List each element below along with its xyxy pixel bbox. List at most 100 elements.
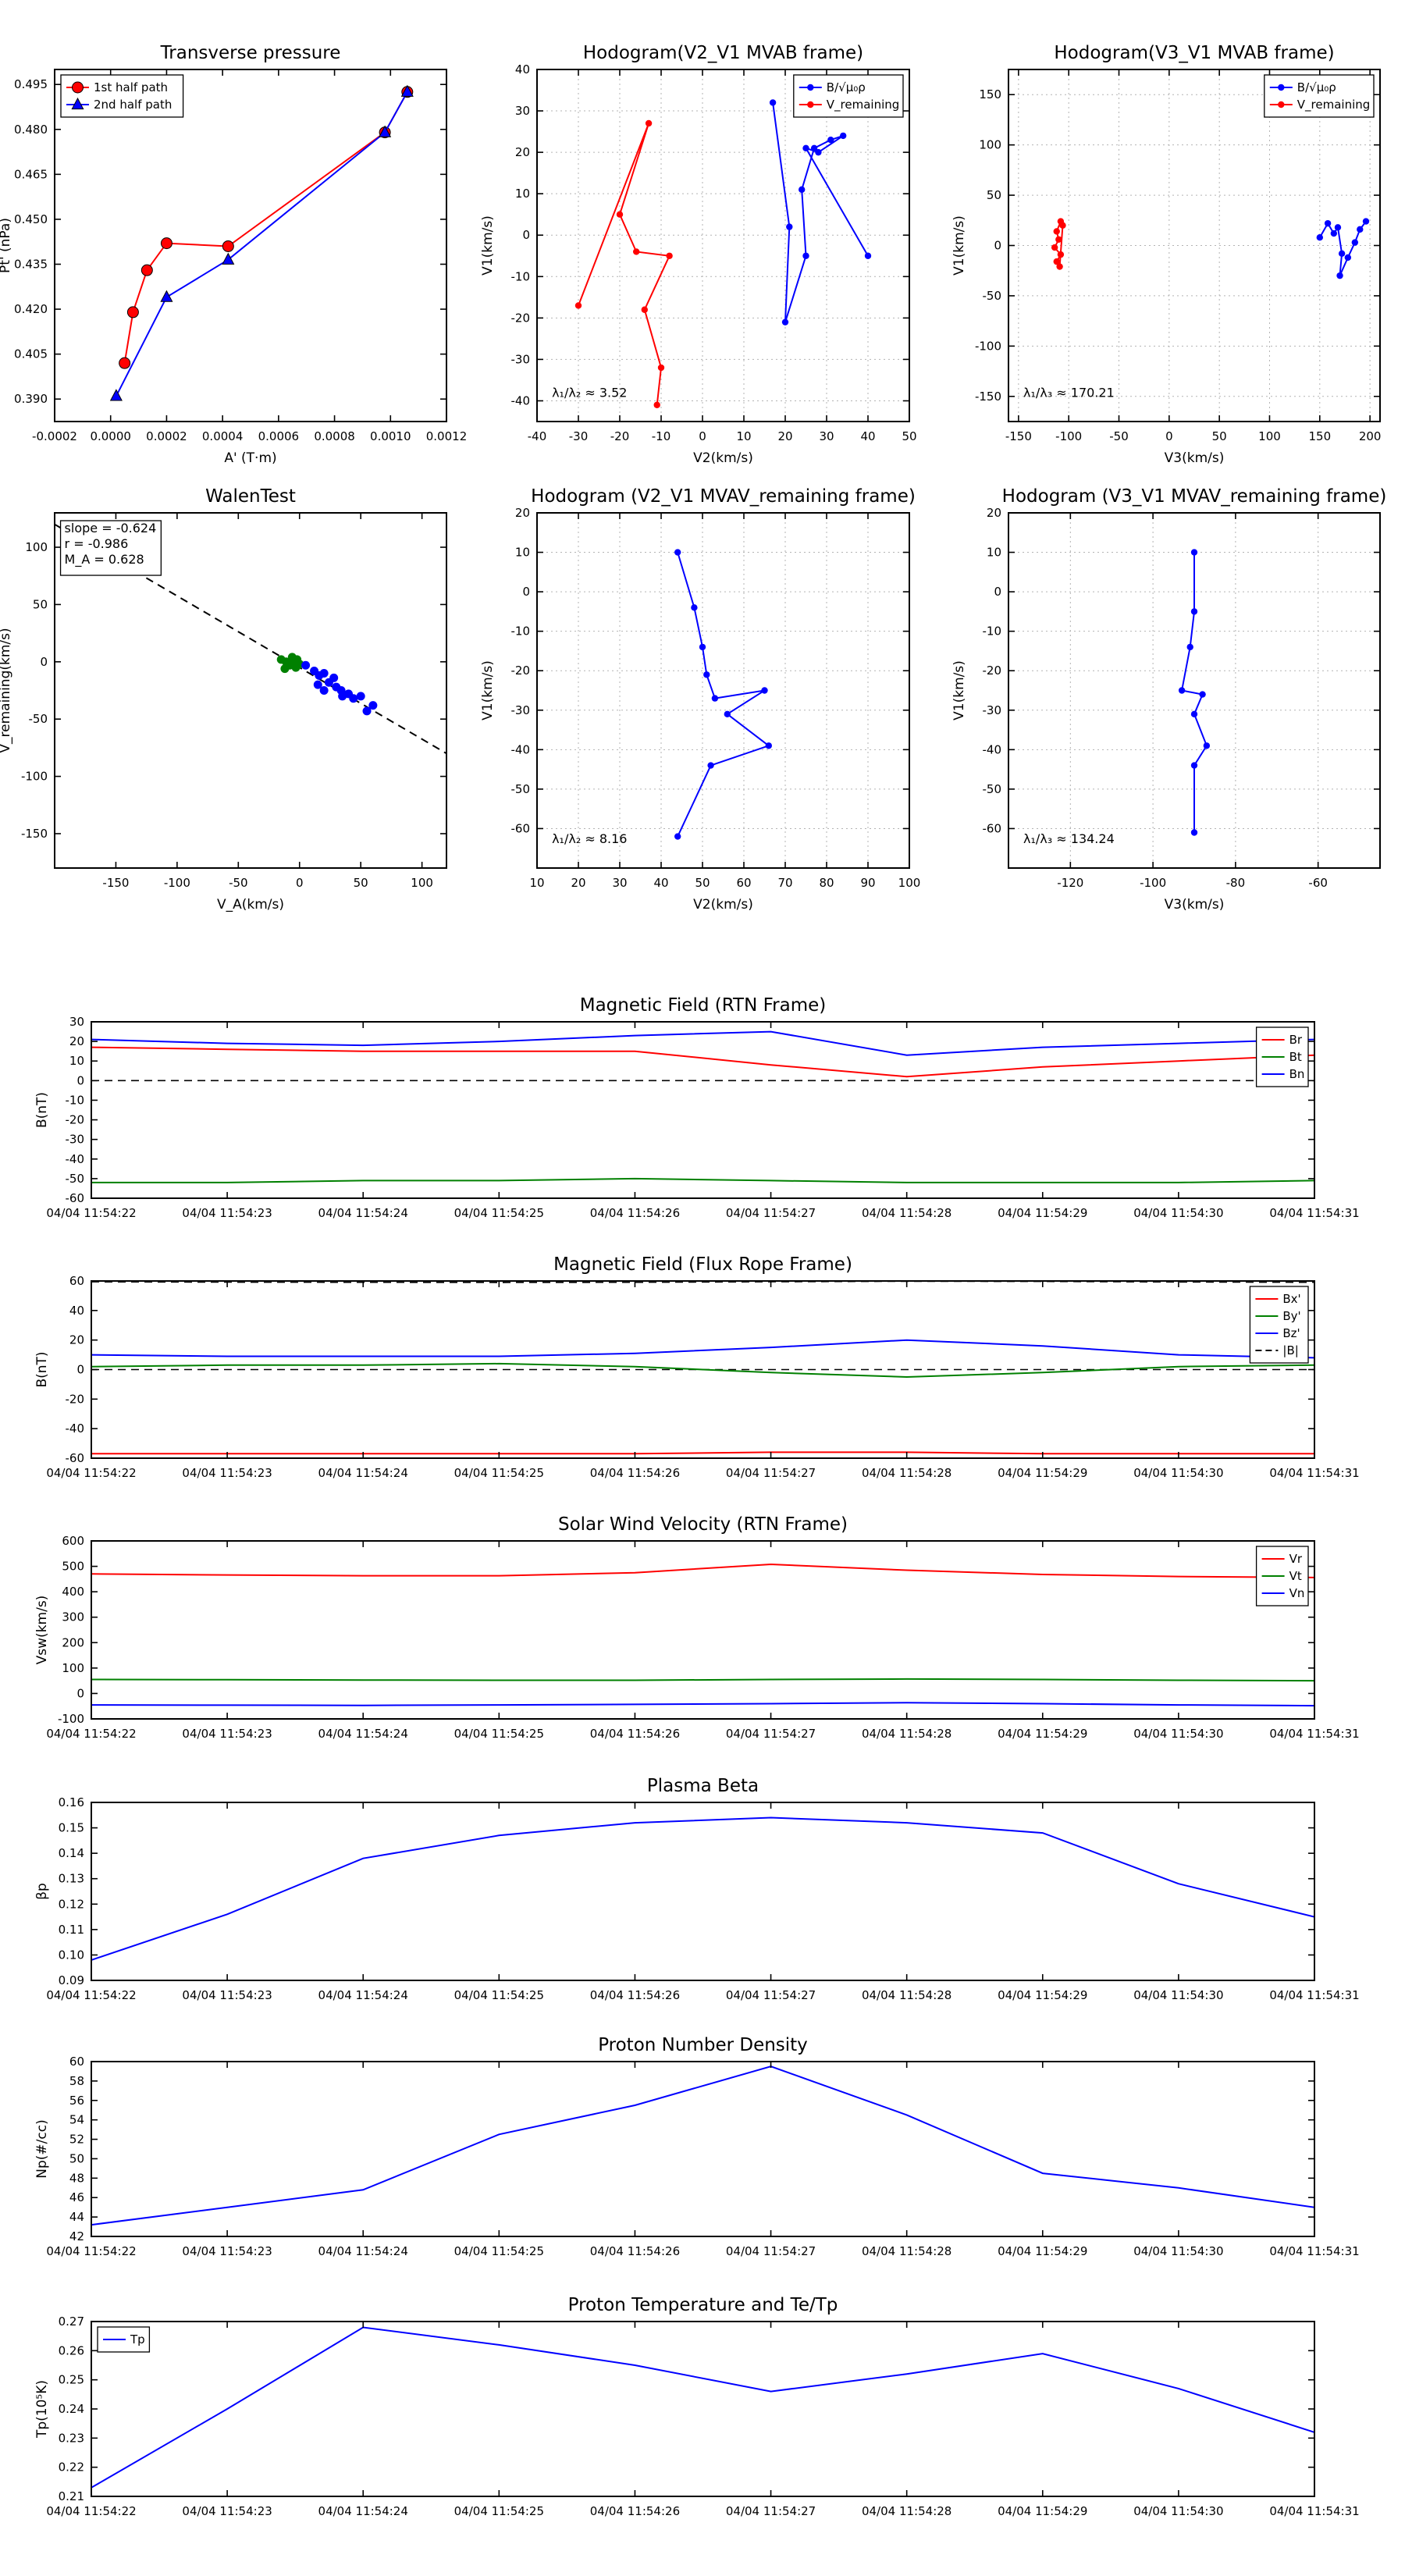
axes-frame bbox=[91, 1021, 1315, 1199]
svg-text:Vn: Vn bbox=[1289, 1586, 1305, 1600]
svg-text:04/04 11:54:23: 04/04 11:54:23 bbox=[182, 2504, 272, 2518]
svg-text:100: 100 bbox=[979, 138, 1001, 152]
svg-text:2nd half path: 2nd half path bbox=[94, 98, 172, 112]
svg-text:04/04 11:54:22: 04/04 11:54:22 bbox=[46, 2504, 136, 2518]
svg-text:-100: -100 bbox=[164, 876, 190, 890]
svg-text:100: 100 bbox=[1258, 429, 1281, 443]
plot-background bbox=[91, 1802, 1314, 1980]
svg-text:04/04 11:54:23: 04/04 11:54:23 bbox=[182, 1988, 272, 2002]
svg-text:04/04 11:54:26: 04/04 11:54:26 bbox=[590, 1206, 680, 1220]
svg-text:60: 60 bbox=[69, 2055, 84, 2069]
axis-ticks bbox=[536, 512, 910, 868]
panel-walen-test: -150 -100 -50 0 50 100 -150 -100 -50 0 50 100 WalenT… bbox=[0, 486, 447, 913]
x-tick-labels: 04/04 11:54:22 04/04 11:54:23 04/04 11:54:… bbox=[46, 2504, 1359, 2518]
legend: B/√μ₀ρ V_remaining bbox=[1264, 74, 1375, 118]
svg-text:04/04 11:54:22: 04/04 11:54:22 bbox=[46, 1727, 136, 1741]
svg-text:04/04 11:54:22: 04/04 11:54:22 bbox=[46, 1206, 136, 1220]
svg-text:-30: -30 bbox=[511, 352, 531, 366]
svg-text:40: 40 bbox=[69, 1304, 84, 1318]
series-tp bbox=[91, 2326, 1314, 2489]
svg-text:0: 0 bbox=[699, 429, 706, 443]
svg-text:λ₁/λ₂ ≈ 3.52: λ₁/λ₂ ≈ 3.52 bbox=[552, 385, 627, 400]
svg-text:-30: -30 bbox=[983, 703, 1002, 717]
svg-text:52: 52 bbox=[69, 2133, 84, 2147]
axes-frame bbox=[91, 1802, 1315, 1981]
svg-text:-60: -60 bbox=[1308, 876, 1328, 890]
svg-text:-60: -60 bbox=[66, 1451, 85, 1465]
svg-text:0.11: 0.11 bbox=[59, 1923, 84, 1937]
svg-text:0.0008: 0.0008 bbox=[314, 429, 355, 443]
y-axis-label: V1(km/s) bbox=[480, 660, 496, 720]
axis-ticks bbox=[1008, 512, 1380, 868]
svg-text:Vr: Vr bbox=[1289, 1552, 1303, 1566]
axis-ticks bbox=[1008, 69, 1380, 422]
panel-title: WalenTest bbox=[205, 486, 296, 507]
x-tick-labels: 04/04 11:54:22 04/04 11:54:23 04/04 11:54:… bbox=[46, 1727, 1359, 1741]
svg-text:-50: -50 bbox=[229, 876, 248, 890]
svg-text:-120: -120 bbox=[1057, 876, 1083, 890]
svg-text:04/04 11:54:26: 04/04 11:54:26 bbox=[590, 2504, 680, 2518]
axis-ticks bbox=[536, 69, 910, 422]
svg-text:04/04 11:54:23: 04/04 11:54:23 bbox=[182, 1206, 272, 1220]
axes-frame bbox=[54, 69, 447, 422]
grid-lines bbox=[1008, 512, 1380, 868]
svg-text:04/04 11:54:30: 04/04 11:54:30 bbox=[1133, 1466, 1223, 1480]
svg-text:0: 0 bbox=[40, 655, 48, 669]
svg-text:Bn: Bn bbox=[1289, 1067, 1305, 1081]
svg-text:0.09: 0.09 bbox=[59, 1973, 84, 1987]
svg-text:04/04 11:54:28: 04/04 11:54:28 bbox=[862, 2244, 951, 2258]
svg-text:-20: -20 bbox=[511, 664, 531, 678]
svg-text:By': By' bbox=[1282, 1309, 1300, 1323]
panel-hodogram-v3v1-mvav: -120 -100 -80 -60-60-50-40-30-20-1001020Hod… bbox=[951, 486, 1386, 913]
svg-text:-50: -50 bbox=[29, 712, 48, 726]
axis-ticks bbox=[91, 2061, 1315, 2237]
axes-frame bbox=[91, 2061, 1315, 2237]
svg-text:04/04 11:54:28: 04/04 11:54:28 bbox=[862, 2504, 951, 2518]
x-tick-labels: -150 -100 -50 0 50 100 bbox=[102, 876, 433, 890]
svg-text:-150: -150 bbox=[975, 390, 1001, 404]
svg-text:04/04 11:54:31: 04/04 11:54:31 bbox=[1269, 1988, 1359, 2002]
legend: Br Bt Bn bbox=[1255, 1026, 1309, 1087]
svg-text:30: 30 bbox=[819, 429, 834, 443]
svg-text:-10: -10 bbox=[511, 269, 531, 283]
svg-text:0: 0 bbox=[994, 585, 1001, 599]
svg-text:100: 100 bbox=[25, 540, 48, 554]
svg-text:0.0006: 0.0006 bbox=[258, 429, 300, 443]
legend: Vr Vt Vn bbox=[1255, 1546, 1309, 1606]
svg-text:0.27: 0.27 bbox=[59, 2314, 84, 2329]
panel-title: Plasma Beta bbox=[647, 1776, 759, 1796]
axis-ticks bbox=[91, 1280, 1315, 1459]
svg-text:04/04 11:54:29: 04/04 11:54:29 bbox=[998, 2244, 1087, 2258]
y-tick-labels: -60 -50 -40 -30 -20 -10 0 10 20 bbox=[983, 506, 1002, 835]
series-area bbox=[1051, 218, 1370, 279]
svg-text:100: 100 bbox=[411, 876, 433, 890]
series-|b| bbox=[91, 1281, 1314, 1283]
panel-transverse-pressure: -0.0002 0.0000 0.0002 0.0004 0.0006 0.0008 0.0… bbox=[0, 43, 467, 466]
annotation: λ₁/λ₂ ≈ 8.16 bbox=[552, 831, 627, 846]
series-b- bbox=[769, 99, 872, 326]
y-tick-labels: 0.21 0.22 0.23 0.24 0.25 0.26 0.27 bbox=[59, 2314, 84, 2503]
svg-text:0: 0 bbox=[76, 1363, 84, 1377]
series-area bbox=[109, 84, 414, 401]
series-area bbox=[91, 1563, 1314, 1707]
y-axis-label: Pt' (nPa) bbox=[0, 218, 13, 273]
svg-text:0.23: 0.23 bbox=[59, 2431, 84, 2445]
svg-text:56: 56 bbox=[69, 2094, 84, 2108]
x-tick-labels: 04/04 11:54:22 04/04 11:54:23 04/04 11:54:… bbox=[46, 1466, 1359, 1480]
svg-text:50: 50 bbox=[1212, 429, 1227, 443]
series-walen-fit-line bbox=[55, 523, 446, 755]
svg-text:Bz': Bz' bbox=[1282, 1326, 1300, 1340]
svg-text:V_remaining: V_remaining bbox=[827, 98, 900, 112]
svg-text:04/04 11:54:25: 04/04 11:54:25 bbox=[454, 2504, 544, 2518]
y-tick-labels: -60 -50 -40 -30 -20 -10 0 10 20 bbox=[511, 506, 531, 835]
panel-title: Hodogram (V3_V1 MVAV_remaining frame) bbox=[1002, 486, 1387, 507]
plot-background bbox=[1008, 69, 1380, 422]
series-area bbox=[1178, 549, 1211, 836]
svg-text:0.0002: 0.0002 bbox=[146, 429, 187, 443]
axis-ticks bbox=[91, 1540, 1315, 1720]
panel-title: Hodogram(V2_V1 MVAB frame) bbox=[583, 43, 863, 63]
svg-text:-40: -40 bbox=[511, 393, 531, 407]
plot-background bbox=[91, 1022, 1314, 1198]
series-bt bbox=[91, 1177, 1314, 1183]
svg-text:1st half path: 1st half path bbox=[94, 80, 168, 94]
